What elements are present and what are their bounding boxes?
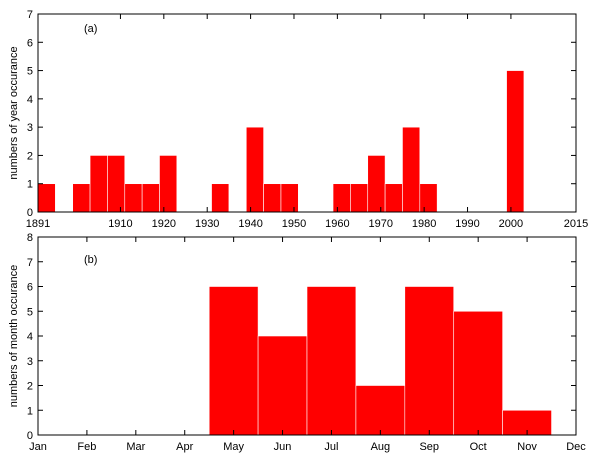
bar-year-1943 <box>263 183 282 213</box>
x-tick-label: 1891 <box>26 218 50 230</box>
panel-b: 0 1 2 3 4 5 6 7 8 Jan Feb Mar Apr May Jun Jul Aug Sep Oct… <box>8 232 586 453</box>
bar-may <box>208 286 259 436</box>
bar-year-1931 <box>211 183 230 213</box>
bar-oct <box>453 310 503 436</box>
x-tick-label: Feb <box>77 441 96 453</box>
panel-b-y-ticks: 0 1 2 3 4 5 6 7 8 <box>27 232 576 442</box>
x-tick-label: Sep <box>419 441 439 453</box>
x-tick-label: 2000 <box>499 218 523 230</box>
bar-year-1919 <box>159 155 178 213</box>
y-tick-label: 0 <box>27 207 33 219</box>
x-tick-label: Apr <box>176 441 193 453</box>
y-tick-label: 6 <box>27 282 33 294</box>
panel-a-y-ticks: 0 1 2 3 4 5 6 7 <box>27 9 576 219</box>
x-tick-label: 1960 <box>325 218 349 230</box>
bar-year-1971 <box>384 183 403 213</box>
bar-year-1979 <box>419 183 438 213</box>
y-tick-label: 3 <box>27 356 33 368</box>
x-tick-label: 1990 <box>455 218 479 230</box>
x-tick-label: 1980 <box>412 218 436 230</box>
bar-jun <box>257 335 308 436</box>
bar-sep <box>404 286 455 436</box>
panel-a-bars <box>37 70 525 213</box>
y-tick-label: 7 <box>27 257 33 269</box>
y-tick-label: 4 <box>27 331 33 343</box>
bar-year-1939 <box>245 126 264 213</box>
bar-year-1915 <box>141 183 160 213</box>
panel-b-x-ticks: Jan Feb Mar Apr May Jun Jul Aug Sep Oct Nov Dec <box>29 237 586 453</box>
y-tick-label: 1 <box>27 405 33 417</box>
x-tick-label: 1940 <box>238 218 262 230</box>
bar-year-1959 <box>332 183 351 213</box>
panel-a-x-ticks: 1891 1910 1920 1930 1940 1950 1960 1970 1980 1990… <box>26 14 588 230</box>
panel-a-axes-frame <box>37 13 577 213</box>
x-tick-label: Nov <box>517 441 537 453</box>
x-tick-label: May <box>223 441 244 453</box>
y-tick-label: 0 <box>27 430 33 442</box>
x-tick-label: 1910 <box>108 218 132 230</box>
y-tick-label: 3 <box>27 122 33 134</box>
x-tick-label: Jan <box>29 441 47 453</box>
bar-year-1947 <box>280 183 299 213</box>
bar-jul <box>306 286 357 436</box>
panel-a-y-axis-label: numbers of year occurance <box>8 46 20 179</box>
panel-b-label: (b) <box>84 254 97 266</box>
x-tick-label: Oct <box>470 441 487 453</box>
bar-year-1911 <box>124 183 143 213</box>
bar-year-1907 <box>107 155 126 213</box>
y-tick-label: 4 <box>27 94 33 106</box>
x-tick-label: Dec <box>566 441 586 453</box>
x-tick-label: 1970 <box>369 218 393 230</box>
y-tick-label: 5 <box>27 66 33 78</box>
bar-year-1967 <box>367 155 386 213</box>
y-tick-label: 7 <box>27 9 33 21</box>
bar-year-1975 <box>402 126 421 213</box>
bar-year-1899 <box>72 183 91 213</box>
panel-a: 0 1 2 3 4 5 6 7 1891 1910 1920 1930 1940 1950 1960 197… <box>8 9 588 230</box>
bar-aug <box>355 385 406 436</box>
panel-a-label: (a) <box>84 23 97 35</box>
x-tick-label: Jun <box>274 441 292 453</box>
x-tick-label: Mar <box>126 441 145 453</box>
y-tick-label: 1 <box>27 179 33 191</box>
bar-year-1891 <box>37 183 56 213</box>
y-tick-label: 8 <box>27 232 33 244</box>
x-tick-label: 1950 <box>282 218 306 230</box>
bar-year-1903 <box>89 155 108 213</box>
panel-b-bars <box>208 286 552 436</box>
bar-year-1999 <box>506 70 525 213</box>
panel-b-y-axis-label: numbers of month occurance <box>8 265 20 407</box>
x-tick-label: 1920 <box>152 218 176 230</box>
y-tick-label: 2 <box>27 381 33 393</box>
y-tick-label: 2 <box>27 150 33 162</box>
y-tick-label: 6 <box>27 37 33 49</box>
x-tick-label: 1930 <box>195 218 219 230</box>
x-tick-label: 2015 <box>564 218 588 230</box>
x-tick-label: Jul <box>324 441 338 453</box>
bar-year-1963 <box>350 183 369 213</box>
y-tick-label: 5 <box>27 306 33 318</box>
x-tick-label: Aug <box>371 441 391 453</box>
